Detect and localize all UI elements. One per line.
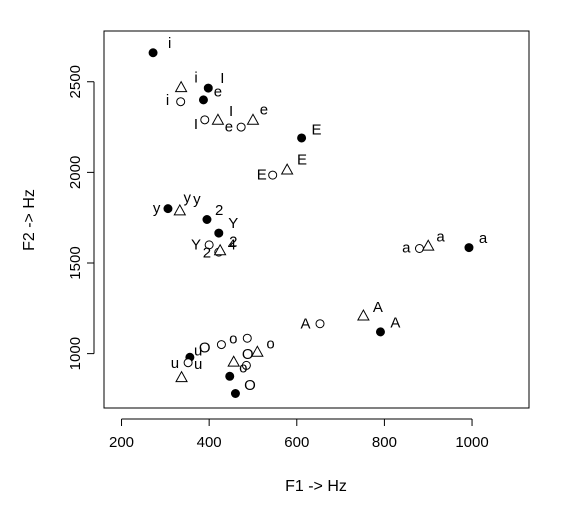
point-label-A: A (390, 314, 400, 331)
data-point-u (183, 358, 193, 368)
data-point-E (297, 133, 307, 143)
point-label-O: O (242, 346, 254, 363)
y-tick-label: 1500 (67, 246, 84, 279)
point-label-a: a (402, 239, 411, 256)
point-label-y: y (193, 191, 201, 208)
data-point-A (375, 327, 385, 337)
point-label-i: i (194, 70, 197, 87)
point-label-u: u (194, 356, 202, 373)
x-tick-label: 1000 (455, 434, 488, 451)
point-label-e: e (214, 83, 222, 100)
data-point-E (268, 170, 278, 180)
point-label-a: a (436, 229, 445, 246)
data-point-O (227, 355, 241, 367)
data-point-o (241, 360, 251, 370)
x-tick-label: 600 (284, 434, 309, 451)
point-label-i: i (168, 35, 171, 52)
x-axis: 200 400 600 800 1000 (109, 418, 489, 451)
data-point-e (198, 95, 208, 105)
data-point-i (148, 48, 158, 58)
point-label-I: I (229, 103, 233, 120)
data-point-I (211, 113, 225, 125)
data-point-2 (202, 215, 212, 224)
y-axis: 1000 1500 2000 2500 (67, 65, 95, 370)
point-label-I: I (220, 70, 224, 87)
data-point-A (357, 309, 370, 321)
point-label-O: O (244, 377, 256, 394)
point-label-4: 4 (228, 236, 236, 253)
x-tick-label: 200 (109, 434, 134, 451)
y-tick-label: 2500 (67, 65, 84, 98)
data-point-Y (214, 228, 224, 238)
y-tick-label: 2000 (67, 156, 84, 189)
plot-frame (103, 30, 530, 409)
point-label-o: o (266, 336, 274, 353)
point-label-A: A (301, 315, 311, 332)
point-label-A: A (373, 299, 383, 316)
point-label-2: 2 (229, 234, 237, 251)
point-label-E: E (311, 121, 321, 138)
data-point-i (176, 97, 186, 107)
point-label-i: i (166, 92, 169, 109)
data-point-a (421, 239, 435, 251)
point-label-2: 2 (203, 245, 211, 262)
data-point-a (414, 244, 424, 253)
x-tick-label: 800 (372, 434, 397, 451)
data-point-u (175, 370, 188, 383)
data-point-I (200, 115, 210, 125)
data-point-o (225, 371, 235, 381)
data-point-a (464, 243, 474, 253)
data-point-2 (213, 243, 227, 256)
point-label-o: o (229, 331, 237, 348)
data-point-U (216, 340, 226, 350)
point-label-2: 2 (215, 202, 223, 219)
point-label-I: I (194, 116, 198, 133)
point-label-y: y (183, 189, 191, 206)
point-label-u: u (171, 355, 179, 372)
point-label-E: E (297, 152, 307, 169)
data-point-i (174, 80, 188, 93)
y-tick-label: 1000 (67, 337, 84, 370)
x-tick-label: 400 (197, 434, 222, 451)
data-point-y (173, 203, 187, 216)
x-axis-title: F1 -> Hz (285, 478, 347, 495)
data-point-I (203, 83, 213, 93)
data-point-E (280, 163, 294, 175)
point-label-a: a (479, 230, 488, 247)
data-point-Y (204, 240, 214, 250)
point-label-Y: Y (228, 215, 238, 232)
point-label-Y: Y (191, 236, 201, 253)
point-label-u: u (194, 342, 202, 359)
point-label-y: y (153, 200, 161, 217)
data-point-e (236, 122, 246, 132)
point-label-o: o (239, 360, 247, 377)
point-label-e: e (225, 119, 233, 136)
y-axis-title: F2 -> Hz (21, 189, 38, 251)
data-point-o (251, 345, 264, 357)
data-points (148, 48, 474, 398)
point-label-O: O (199, 340, 211, 357)
data-point-A (315, 319, 325, 329)
data-point-y (163, 204, 173, 214)
point-label-e: e (260, 102, 268, 119)
data-point-e (246, 113, 260, 125)
point-label-E: E (257, 167, 267, 184)
data-point-o (242, 333, 252, 343)
data-point-O (230, 389, 240, 398)
